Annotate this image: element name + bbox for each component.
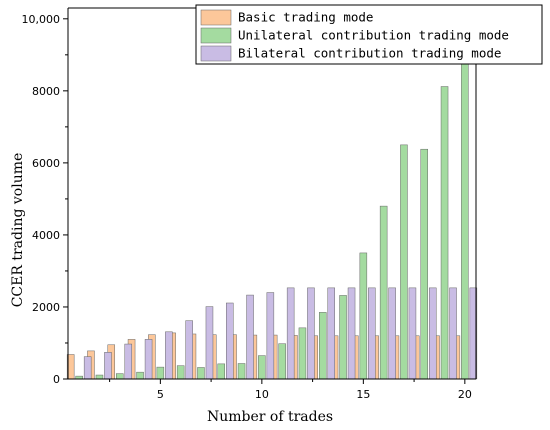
bar-series-3-trade-2 [104, 352, 112, 380]
bar-series-2-trade-8 [217, 363, 225, 380]
bar-series-2-trade-15 [359, 252, 368, 380]
bar-series-2-trade-17 [400, 144, 408, 380]
bar-series-2-trade-12 [298, 327, 307, 380]
bar-series-3-trade-17 [408, 287, 417, 380]
y-tick-label: 8000 [32, 85, 60, 98]
bar-series-3-trade-9 [246, 294, 254, 380]
bar-series-3-trade-16 [388, 287, 396, 380]
bar-series-3-trade-11 [286, 287, 295, 380]
bar-series-2-trade-16 [379, 205, 388, 380]
bar-series-2-trade-13 [319, 312, 327, 380]
y-tick-label: 10,000 [22, 13, 61, 26]
bar-series-2-trade-2 [95, 374, 104, 380]
bar-series-2-trade-6 [176, 365, 185, 380]
bar-series-3-trade-19 [449, 287, 457, 380]
bar-series-2-trade-11 [278, 343, 286, 380]
x-axis-title: Number of trades [207, 409, 333, 425]
bar-series-3-trade-6 [185, 320, 193, 380]
bar-series-3-trade-15 [368, 287, 376, 380]
y-tick-label: 2000 [32, 301, 60, 314]
bar-series-2-trade-5 [156, 366, 165, 380]
bar-series-2-trade-19 [440, 86, 449, 380]
bar-series-3-trade-3 [124, 343, 133, 380]
bar-series-3-trade-1 [83, 356, 92, 380]
bar-series-3-trade-12 [307, 287, 315, 380]
x-tick-label: 10 [255, 388, 269, 401]
bar-series-3-trade-8 [226, 302, 234, 380]
legend-swatch-series-1 [200, 9, 232, 26]
y-tick-label: 0 [53, 373, 60, 386]
bar-series-3-trade-7 [205, 306, 214, 380]
bar-series-2-trade-20 [461, 22, 469, 380]
bar-series-2-trade-18 [420, 148, 428, 380]
y-axis-title: CCER trading volume [10, 153, 26, 308]
x-tick-label: 15 [356, 388, 370, 401]
bar-series-2-trade-14 [339, 295, 347, 380]
x-tick-label: 5 [157, 388, 164, 401]
bar-series-3-trade-14 [347, 287, 356, 380]
legend-label-series-2: Unilateral contribution trading mode [238, 28, 509, 43]
legend-swatch-series-3 [200, 45, 232, 62]
bar-series-2-trade-10 [258, 355, 266, 380]
bar-series-2-trade-9 [237, 363, 246, 380]
legend-box [195, 4, 543, 65]
bar-series-2-trade-4 [136, 371, 144, 380]
bar-series-3-trade-13 [327, 287, 335, 380]
bar-series-3-trade-4 [144, 339, 153, 380]
bar-series-3-trade-10 [266, 292, 275, 380]
legend-swatch-series-2 [200, 27, 232, 44]
legend-label-series-3: Bilateral contribution trading mode [238, 46, 501, 61]
bar-series-2-trade-3 [116, 373, 124, 380]
legend: Basic trading mode Unilateral contributio… [195, 4, 543, 65]
bar-series-3-trade-18 [428, 287, 437, 380]
bars-layer [66, 22, 478, 380]
bar-series-2-trade-7 [197, 367, 205, 380]
legend-label-series-1: Basic trading mode [238, 10, 373, 25]
x-tick-label: 20 [458, 388, 472, 401]
ticks-layer: 0 2000 4000 6000 8000 10,000 5 10 15 20 [22, 13, 472, 401]
bar-series-3-trade-5 [165, 331, 173, 380]
y-tick-label: 6000 [32, 157, 60, 170]
y-tick-label: 4000 [32, 229, 60, 242]
